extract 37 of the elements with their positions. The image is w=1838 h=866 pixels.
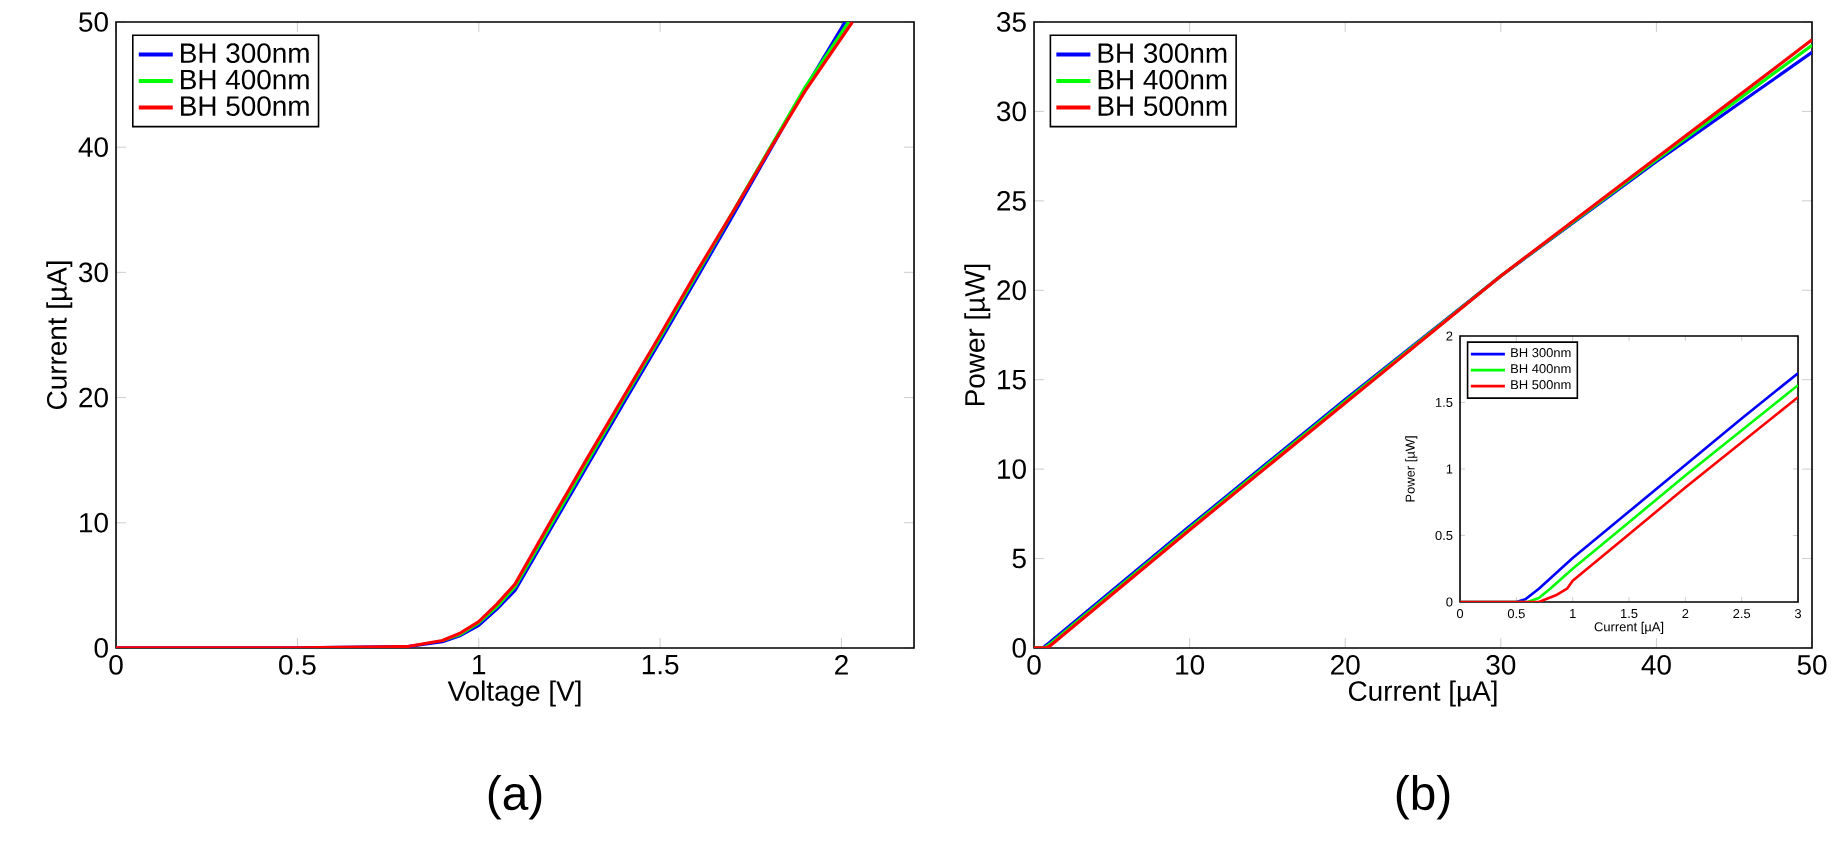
y-tick-label: 0: [94, 638, 108, 658]
legend-label: BH 300nm: [1098, 43, 1227, 64]
x-tick-label: 0.5: [279, 654, 316, 675]
x-tick-label: 1.5: [642, 655, 679, 675]
y-tick-label: 20: [79, 387, 108, 408]
x-axis-title: Voltage [V]: [447, 680, 581, 707]
x-tick-label: 10: [1176, 654, 1205, 675]
y-tick-label: 50: [79, 12, 108, 32]
y-tick-label: 30: [997, 101, 1026, 122]
x-tick-label: 2: [835, 654, 848, 675]
x-tick-label: 30: [1486, 654, 1516, 675]
x-tick-label: 0: [1027, 654, 1041, 675]
y-tick-label: 30: [79, 262, 108, 283]
x-tick-label: 1: [473, 655, 486, 675]
x-tick-label: 0: [109, 654, 123, 675]
y-tick-label: 25: [997, 190, 1026, 211]
text: (a): [488, 775, 542, 820]
y-tick-label: 35: [997, 12, 1026, 32]
x-tick-label: 40: [1641, 654, 1671, 675]
legend-label: BH 500nm: [1098, 96, 1227, 116]
x-axis-title: Current [µA]: [1348, 680, 1497, 707]
y-tick-label: 0: [1012, 638, 1026, 658]
y-tick-label: 15: [998, 369, 1026, 390]
legend-label: BH 300nm: [181, 43, 309, 64]
x-tick-label: 20: [1331, 654, 1360, 675]
y-axis-title: Current [µA]: [46, 261, 73, 410]
legend-label: BH 400nm: [181, 69, 309, 90]
y-tick-label: 40: [78, 137, 108, 158]
legend-label: BH 500nm: [181, 96, 309, 116]
x-tick-label: 50: [1797, 654, 1827, 675]
y-tick-label: 10: [80, 512, 108, 533]
text: (b): [1396, 775, 1450, 820]
y-tick-label: 20: [997, 280, 1026, 301]
y-tick-label: 5: [1012, 548, 1026, 569]
y-axis-title: Power [µW]: [964, 264, 991, 406]
legend-label: BH 400nm: [1098, 69, 1227, 90]
y-tick-label: 10: [998, 459, 1026, 479]
